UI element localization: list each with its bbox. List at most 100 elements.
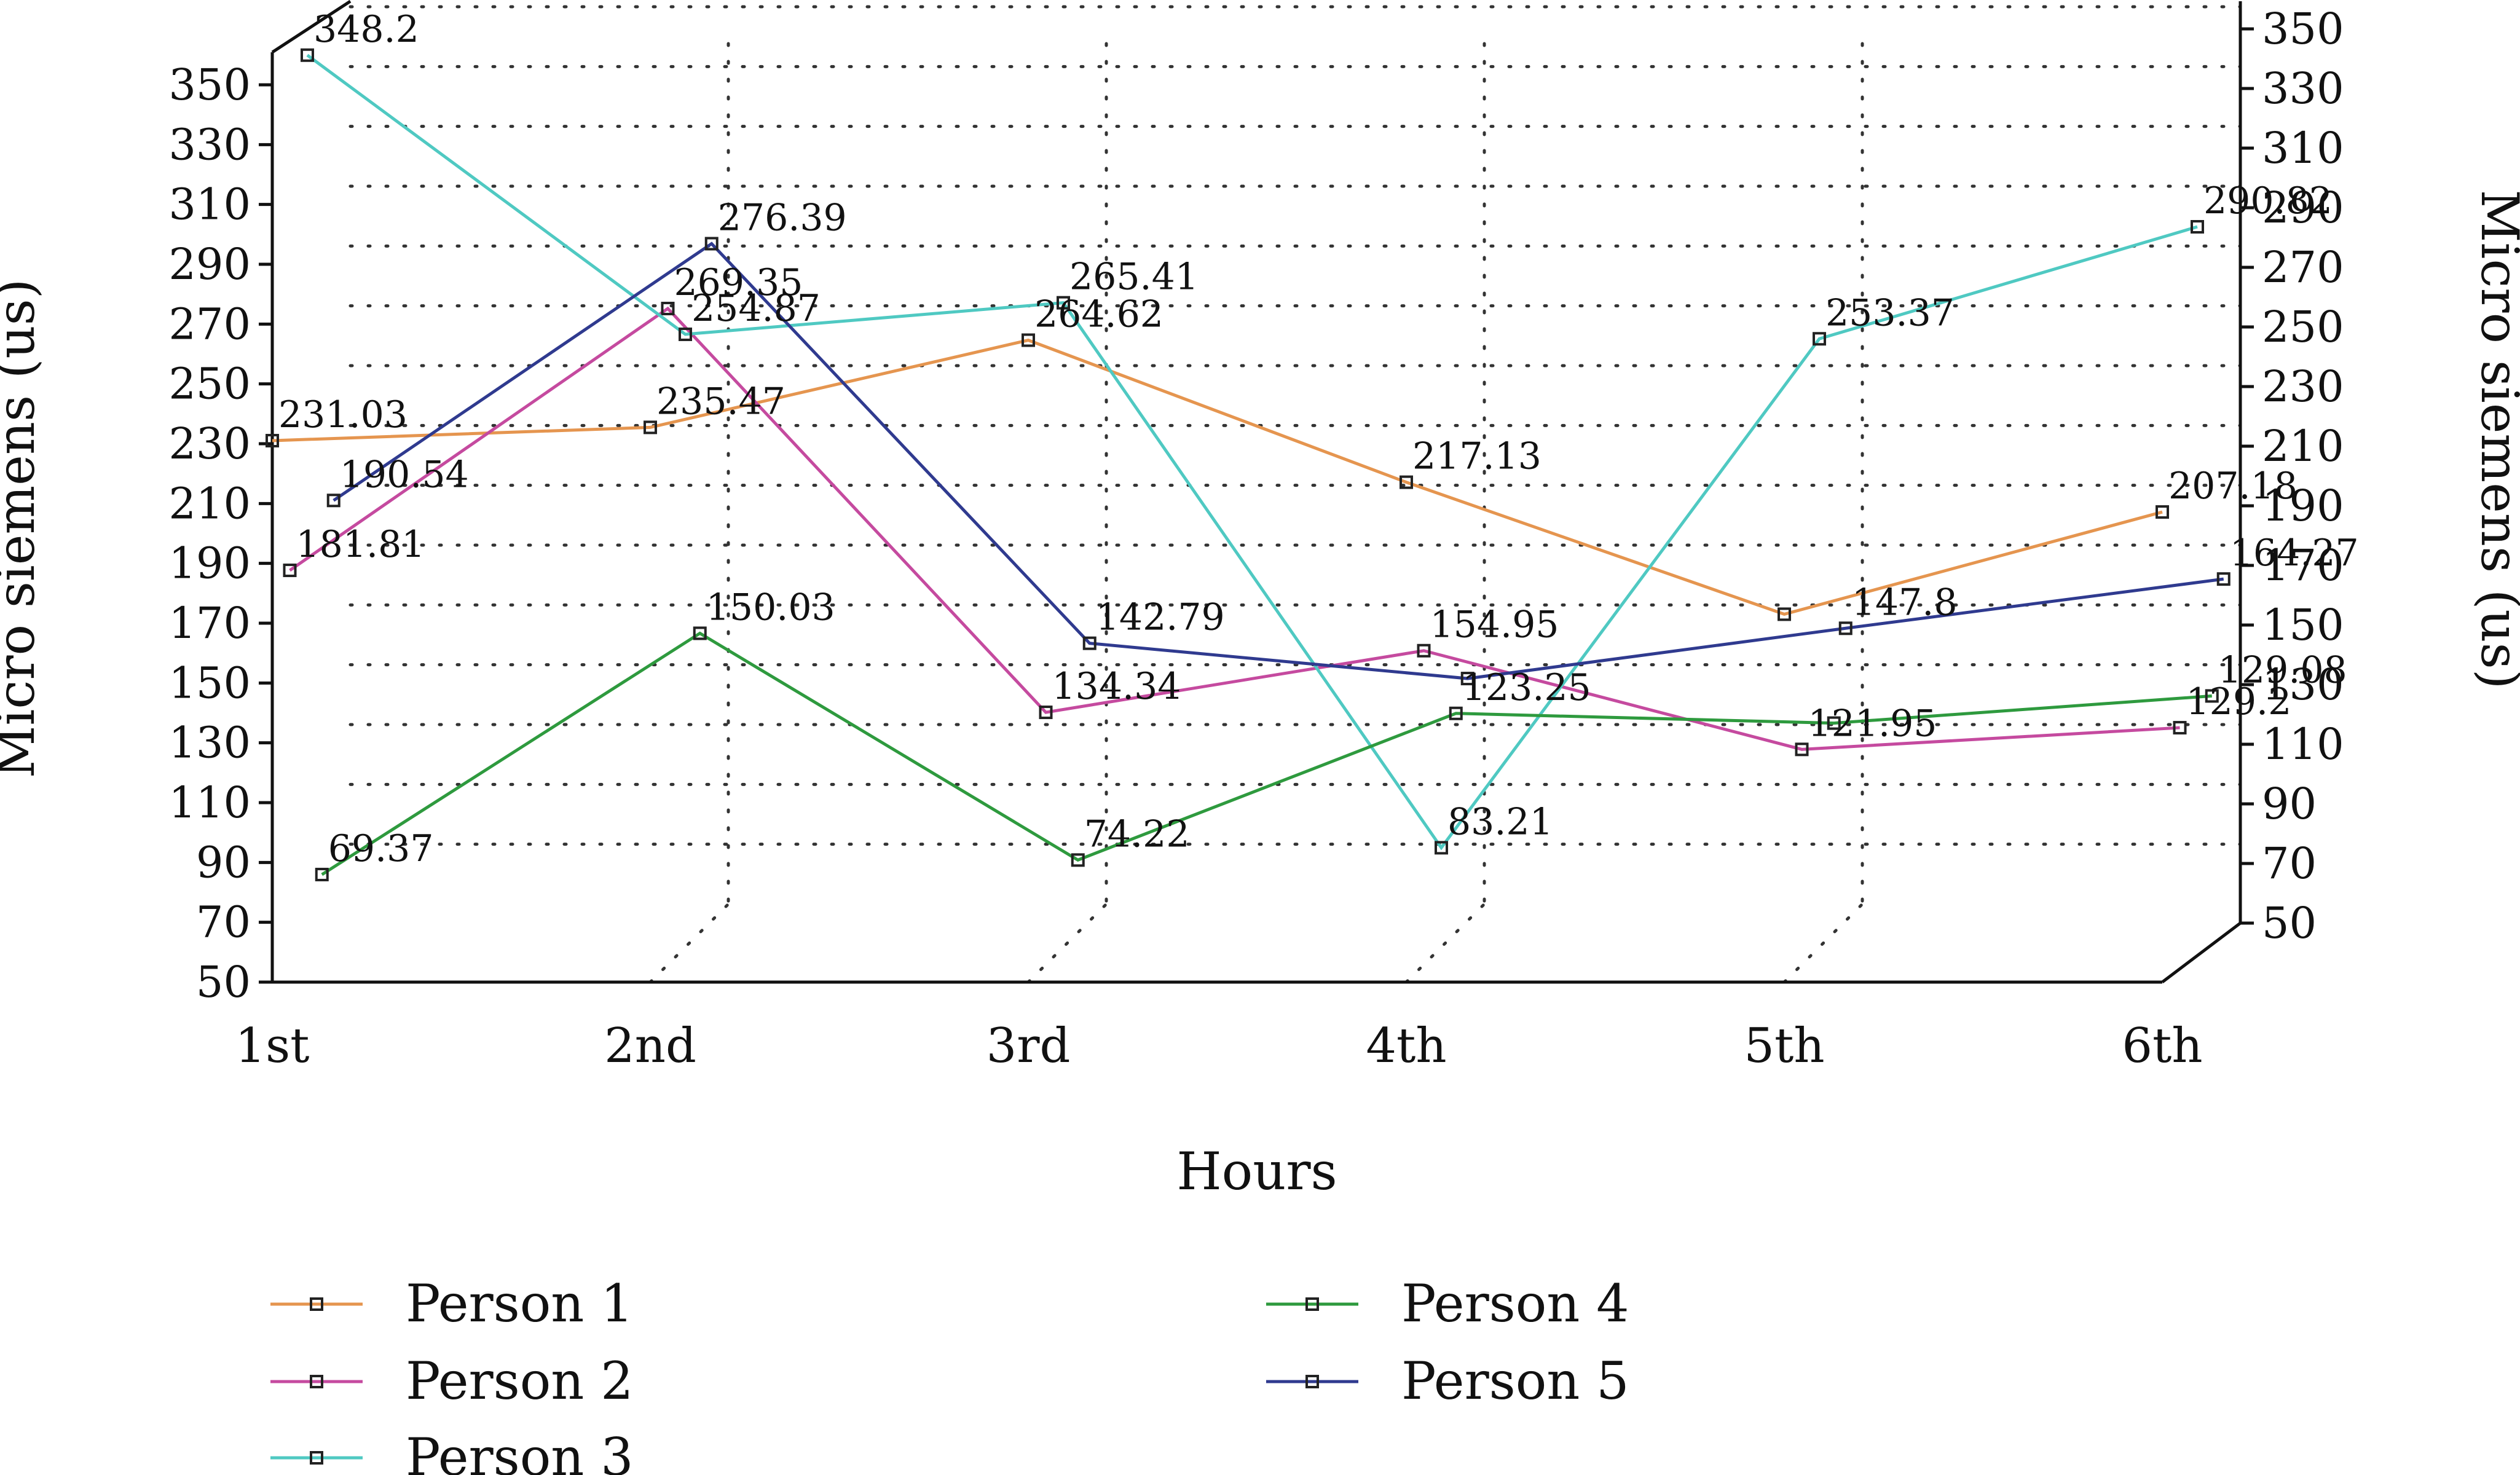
data-point-marker xyxy=(2205,689,2219,703)
left-tick-label: 50 xyxy=(196,957,251,1007)
data-label: 348.2 xyxy=(313,8,419,51)
data-label: 253.37 xyxy=(1825,291,1955,334)
series-line-1 xyxy=(272,338,2163,616)
left-tick-label: 230 xyxy=(168,419,251,469)
left-y-axis-ticks: 50 70 90 110 130 150 170 190 210 230 250 270 290 310 3… xyxy=(168,60,272,1007)
data-label: 217.13 xyxy=(1412,435,1542,478)
legend-label: Person 3 xyxy=(406,1427,634,1475)
data-point-marker xyxy=(1813,332,1826,346)
data-label: 154.95 xyxy=(1430,604,1559,647)
legend: Person 1 Person 2 Person 3 Person 4 Person 5 xyxy=(270,1273,1629,1475)
data-point-marker xyxy=(326,494,341,508)
data-label: 129.08 xyxy=(2218,648,2347,691)
legend-item-1: Person 1 xyxy=(270,1273,634,1334)
series-line-3 xyxy=(306,53,2198,851)
data-label: 129.2 xyxy=(2186,680,2292,723)
data-point-marker xyxy=(1400,475,1413,489)
data-label: 235.47 xyxy=(656,380,786,423)
series-line-4 xyxy=(321,631,2212,876)
right-tick-label: 50 xyxy=(2262,898,2317,948)
legend-item-2: Person 2 xyxy=(270,1351,634,1411)
x-tick-label: 6th xyxy=(2122,1018,2202,1074)
grid-line-depth xyxy=(1782,902,1864,984)
data-label: 269.35 xyxy=(674,261,803,304)
left-tick-label: 310 xyxy=(168,179,251,230)
data-point-marker xyxy=(1417,643,1431,658)
data-point-marker xyxy=(704,237,719,251)
legend-swatch-marker xyxy=(310,1375,323,1388)
legend-swatch-marker xyxy=(1305,1375,1319,1388)
left-tick-label: 130 xyxy=(168,718,251,768)
right-tick-label: 270 xyxy=(2262,242,2344,293)
left-tick-label: 350 xyxy=(168,60,251,110)
right-tick-label: 250 xyxy=(2262,302,2344,352)
left-tick-label: 90 xyxy=(196,837,251,887)
grid-line-depth xyxy=(648,902,730,984)
legend-swatch-marker xyxy=(310,1297,323,1311)
left-tick-label: 250 xyxy=(168,359,251,409)
left-tick-label: 210 xyxy=(168,478,251,529)
data-point-marker xyxy=(266,433,279,447)
data-point-marker xyxy=(1795,742,1809,757)
data-label: 83.21 xyxy=(1447,800,1553,843)
series-line-2 xyxy=(289,306,2180,751)
top-left-depth-edge xyxy=(271,0,352,54)
data-label: 134.34 xyxy=(1052,665,1181,708)
data-label: 290.82 xyxy=(2203,179,2333,222)
data-point-marker xyxy=(1082,636,1097,650)
legend-label: Person 4 xyxy=(1401,1273,1629,1334)
data-label: 276.39 xyxy=(718,196,847,239)
x-axis-ticks: 1st 2nd 3rd 4th 5th 6th xyxy=(235,1018,2203,1074)
data-point-marker xyxy=(644,420,657,435)
legend-swatch-marker xyxy=(310,1451,323,1465)
data-point-marker xyxy=(2216,572,2231,586)
data-point-marker xyxy=(679,327,692,341)
right-tick-label: 210 xyxy=(2262,421,2344,471)
legend-label: Person 5 xyxy=(1401,1351,1629,1411)
legend-label: Person 1 xyxy=(406,1273,634,1334)
data-point-marker xyxy=(1827,716,1841,730)
x-axis-label: Hours xyxy=(1176,1141,1337,1202)
right-tick-label: 150 xyxy=(2262,600,2344,650)
data-point-marker xyxy=(1449,706,1463,720)
left-tick-label: 70 xyxy=(196,897,251,948)
x-tick-label: 2nd xyxy=(604,1018,696,1074)
legend-item-4: Person 4 xyxy=(1266,1273,1629,1334)
left-y-axis-label: Micro siemens (us) xyxy=(0,278,46,778)
data-label: 74.22 xyxy=(1084,812,1190,856)
data-point-marker xyxy=(283,564,297,578)
data-label: 123.25 xyxy=(1462,666,1591,709)
left-tick-label: 270 xyxy=(168,299,251,349)
data-label: 164.27 xyxy=(2230,532,2359,575)
data-label: 147.8 xyxy=(1852,581,1958,624)
data-point-marker xyxy=(315,867,329,881)
chart-frame xyxy=(270,0,2242,984)
right-y-axis-label: Micro siemens (us) xyxy=(2470,189,2520,689)
left-tick-label: 150 xyxy=(168,658,251,708)
bottom-right-depth-edge xyxy=(2161,922,2242,983)
x-tick-label: 5th xyxy=(1744,1018,1824,1074)
data-label: 264.62 xyxy=(1034,293,1164,336)
data-labels: 231.03 235.47 264.62 217.13 207.18 181.81 269.… xyxy=(278,8,2359,870)
legend-swatch-marker xyxy=(1305,1297,1319,1311)
data-label: 254.87 xyxy=(691,287,821,330)
data-label: 150.03 xyxy=(706,586,835,629)
legend-label: Person 2 xyxy=(406,1351,634,1411)
data-label: 265.41 xyxy=(1069,256,1199,299)
right-tick-label: 110 xyxy=(2262,719,2344,769)
data-point-marker xyxy=(2173,721,2187,735)
right-tick-label: 230 xyxy=(2262,361,2344,412)
x-tick-label: 3rd xyxy=(986,1018,1071,1074)
data-point-marker xyxy=(693,626,707,640)
right-tick-label: 190 xyxy=(2262,481,2344,531)
data-point-marker xyxy=(1460,672,1475,686)
data-point-marker xyxy=(301,48,314,62)
left-tick-label: 190 xyxy=(168,538,251,589)
data-point-marker xyxy=(1778,607,1791,621)
right-tick-label: 90 xyxy=(2262,779,2317,829)
data-point-marker xyxy=(1022,333,1035,347)
series-line-5 xyxy=(333,242,2224,680)
x-tick-label: 1st xyxy=(235,1018,310,1074)
data-label: 181.81 xyxy=(296,523,425,566)
